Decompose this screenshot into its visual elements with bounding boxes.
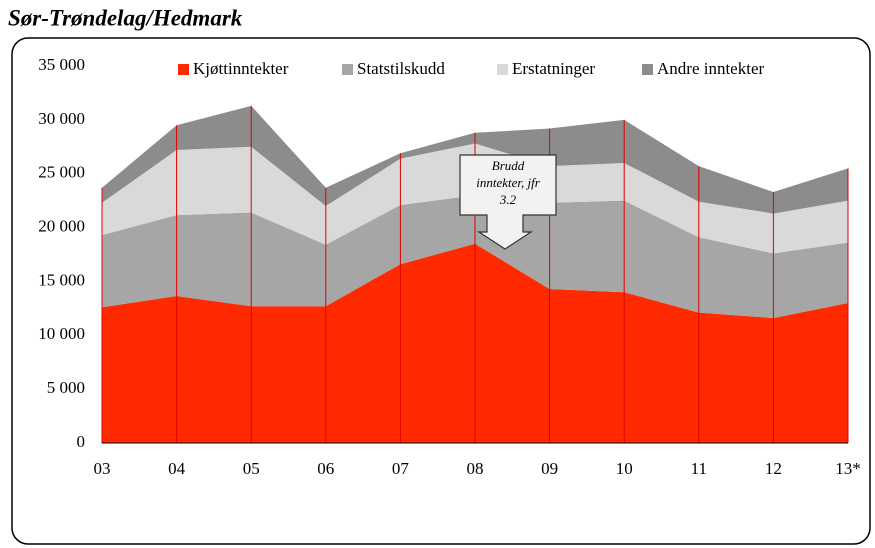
annotation-arrow bbox=[459, 154, 557, 250]
legend-label: Erstatninger bbox=[512, 59, 595, 78]
legend-label: Andre inntekter bbox=[657, 59, 764, 78]
x-tick-label: 10 bbox=[616, 459, 633, 478]
legend-swatch bbox=[178, 64, 189, 75]
y-tick-label: 5 000 bbox=[47, 378, 85, 397]
area bbox=[102, 195, 848, 319]
plot-area: 0 5 000 10 000 15 000 20 000 25 000 30 000 35 0… bbox=[38, 55, 861, 478]
x-tick-label: 07 bbox=[392, 459, 410, 478]
chart-title: Sør-Trøndelag/Hedmark bbox=[8, 5, 243, 30]
x-tick-label: 06 bbox=[317, 459, 334, 478]
legend-label: Kjøttinntekter bbox=[193, 59, 289, 78]
y-tick-label: 25 000 bbox=[38, 163, 85, 182]
legend-swatch bbox=[642, 64, 653, 75]
y-tick-label: 35 000 bbox=[38, 55, 85, 74]
legend-swatch bbox=[342, 64, 353, 75]
annotation-text: 3.2 bbox=[499, 192, 517, 207]
x-tick-label: 08 bbox=[467, 459, 484, 478]
x-tick-label: 13* bbox=[835, 459, 861, 478]
x-tick-label: 04 bbox=[168, 459, 186, 478]
annotation: Brudd inntekter, jfr 3.2 bbox=[459, 154, 557, 250]
x-tick-label: 05 bbox=[243, 459, 260, 478]
legend-label: Statstilskudd bbox=[357, 59, 445, 78]
legend-swatch bbox=[497, 64, 508, 75]
x-tick-label: 12 bbox=[765, 459, 782, 478]
y-tick-label: 0 bbox=[77, 432, 86, 451]
y-tick-label: 30 000 bbox=[38, 109, 85, 128]
y-tick-label: 10 000 bbox=[38, 324, 85, 343]
chart-frame bbox=[11, 37, 871, 545]
annotation-text: inntekter, jfr bbox=[476, 175, 540, 190]
area bbox=[102, 143, 848, 254]
x-tick-label: 03 bbox=[94, 459, 111, 478]
annotation-text: Brudd bbox=[492, 158, 525, 173]
y-tick-label: 20 000 bbox=[38, 216, 85, 235]
x-tick-label: 09 bbox=[541, 459, 558, 478]
x-tick-label: 11 bbox=[691, 459, 707, 478]
y-tick-label: 15 000 bbox=[38, 270, 85, 289]
